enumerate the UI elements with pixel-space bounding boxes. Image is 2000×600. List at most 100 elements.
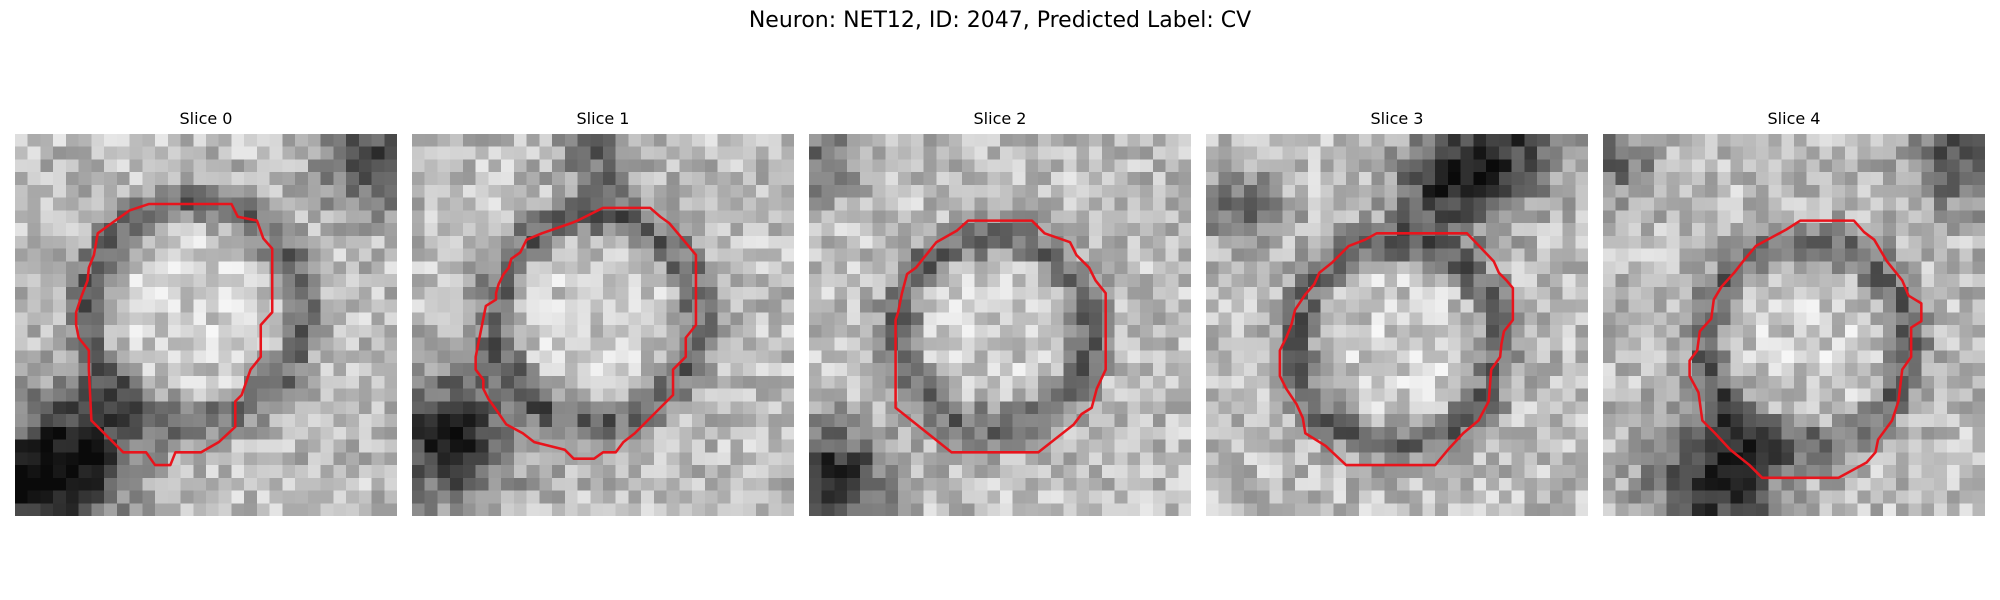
- pixel-cell: [1256, 490, 1270, 504]
- pixel-cell: [1486, 465, 1500, 479]
- pixel-cell: [15, 439, 28, 453]
- pixel-cell: [653, 465, 667, 479]
- pixel-cell: [333, 184, 347, 198]
- pixel-cell: [872, 388, 886, 402]
- pixel-cell: [1704, 375, 1718, 389]
- pixel-cell: [1409, 261, 1423, 275]
- pixel-cell: [1231, 286, 1245, 300]
- pixel-cell: [641, 452, 655, 466]
- pixel-cell: [244, 337, 258, 351]
- pixel-cell: [1511, 223, 1525, 237]
- pixel-cell: [1152, 426, 1166, 440]
- pixel-cell: [488, 159, 502, 173]
- pixel-cell: [1460, 325, 1474, 338]
- pixel-cell: [898, 223, 912, 237]
- pixel-cell: [65, 350, 79, 364]
- pixel-cell: [1346, 261, 1360, 275]
- pixel-cell: [1473, 452, 1487, 466]
- pixel-cell: [1256, 312, 1270, 326]
- pixel-cell: [1282, 184, 1296, 198]
- pixel-cell: [1435, 146, 1449, 160]
- pixel-cell: [1972, 274, 1985, 288]
- pixel-cell: [974, 477, 988, 491]
- pixel-cell: [1717, 350, 1731, 364]
- pixel-cell: [513, 299, 527, 313]
- pixel-cell: [1781, 299, 1795, 313]
- pixel-cell: [692, 350, 706, 364]
- pixel-cell: [1397, 503, 1410, 516]
- pixel-cell: [1895, 452, 1909, 466]
- pixel-cell: [590, 286, 604, 300]
- pixel-cell: [949, 439, 963, 453]
- pixel-cell: [1679, 439, 1693, 453]
- pixel-cell: [78, 401, 92, 415]
- pixel-cell: [1025, 184, 1039, 198]
- pixel-cell: [590, 375, 604, 389]
- figure-title: Neuron: NET12, ID: 2047, Predicted Label…: [748, 8, 1252, 33]
- pixel-cell: [704, 235, 718, 249]
- pixel-cell: [1883, 134, 1897, 147]
- pixel-cell: [1000, 401, 1013, 415]
- pixel-cell: [40, 375, 54, 389]
- pixel-cell: [949, 350, 963, 364]
- pixel-cell: [412, 477, 425, 491]
- pixel-cell: [1832, 299, 1846, 313]
- pixel-cell: [1307, 159, 1321, 173]
- pixel-cell: [1320, 350, 1334, 364]
- pixel-cell: [1832, 325, 1846, 338]
- pixel-cell: [501, 299, 515, 313]
- pixel-cell: [1038, 337, 1052, 351]
- pixel-cell: [1972, 159, 1985, 173]
- pixel-cell: [1603, 159, 1616, 173]
- pixel-cell: [923, 197, 937, 211]
- pixel-cell: [104, 388, 118, 402]
- pixel-cell: [1012, 286, 1026, 300]
- pixel-cell: [358, 146, 372, 160]
- slice-2-title: Slice 2: [973, 109, 1027, 128]
- pixel-cell: [1063, 286, 1077, 300]
- pixel-cell: [885, 146, 899, 160]
- pixel-cell: [564, 274, 578, 288]
- pixel-cell: [821, 426, 835, 440]
- pixel-cell: [1050, 337, 1064, 351]
- pixel-cell: [1717, 223, 1731, 237]
- pixel-cell: [552, 146, 566, 160]
- pixel-cell: [653, 248, 667, 262]
- pixel-cell: [1704, 325, 1718, 338]
- pixel-cell: [1218, 134, 1232, 147]
- pixel-cell: [142, 439, 156, 453]
- pixel-cell: [193, 363, 207, 377]
- pixel-cell: [679, 312, 693, 326]
- pixel-cell: [885, 134, 899, 147]
- pixel-cell: [1653, 325, 1667, 338]
- pixel-cell: [1333, 375, 1347, 389]
- pixel-cell: [1447, 337, 1461, 351]
- pixel-cell: [333, 337, 347, 351]
- pixel-cell: [1320, 465, 1334, 479]
- pixel-cell: [1641, 274, 1655, 288]
- pixel-cell: [641, 477, 655, 491]
- pixel-cell: [1231, 197, 1245, 211]
- pixel-cell: [1832, 261, 1846, 275]
- pixel-cell: [859, 146, 873, 160]
- pixel-cell: [167, 350, 181, 364]
- pixel-cell: [1498, 286, 1512, 300]
- pixel-cell: [384, 401, 397, 415]
- pixel-cell: [1038, 325, 1052, 338]
- pixel-cell: [1653, 388, 1667, 402]
- pixel-cell: [1794, 261, 1807, 275]
- pixel-cell: [730, 375, 744, 389]
- pixel-cell: [1000, 134, 1013, 147]
- pixel-cell: [974, 197, 988, 211]
- pixel-cell: [1959, 503, 1973, 516]
- pixel-cell: [768, 184, 782, 198]
- pixel-cell: [1730, 388, 1744, 402]
- pixel-cell: [1549, 210, 1563, 224]
- pixel-cell: [1946, 146, 1960, 160]
- pixel-cell: [1959, 452, 1973, 466]
- pixel-cell: [27, 286, 41, 300]
- pixel-cell: [1537, 388, 1551, 402]
- pixel-cell: [193, 439, 207, 453]
- pixel-cell: [501, 452, 515, 466]
- pixel-cell: [1959, 248, 1973, 262]
